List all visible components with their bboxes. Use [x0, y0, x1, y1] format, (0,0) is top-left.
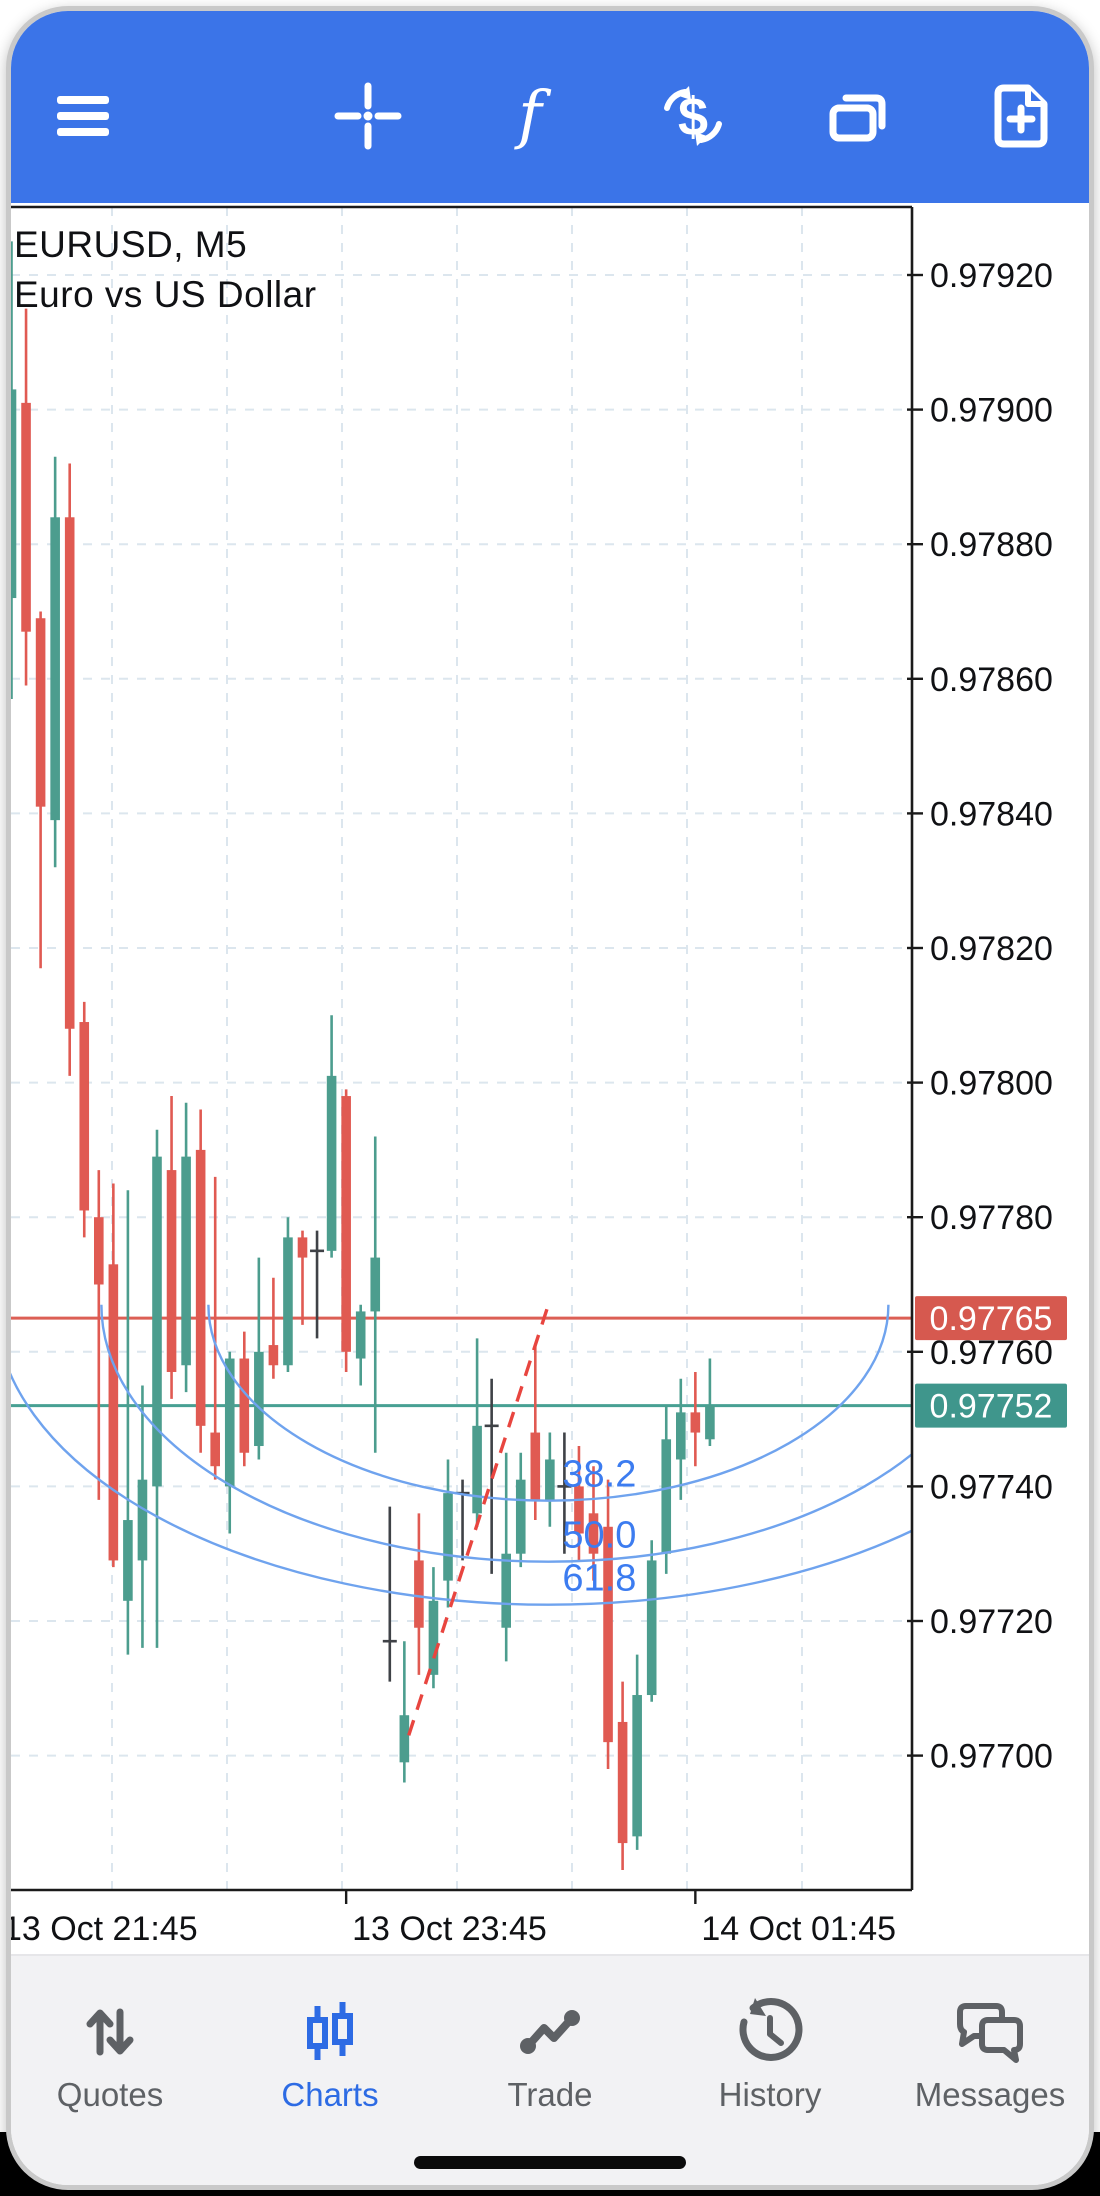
quotes-arrows-icon	[68, 1990, 152, 2074]
svg-text:0.97820: 0.97820	[930, 930, 1053, 968]
top-app-bar: f $	[11, 11, 1089, 203]
chart-windows-button[interactable]	[820, 78, 896, 154]
new-chart-icon	[994, 84, 1048, 148]
nav-label: History	[718, 2076, 822, 2113]
nav-label: Charts	[281, 2076, 379, 2113]
messages-bubbles-icon	[948, 1990, 1032, 2074]
home-indicator[interactable]	[414, 2156, 686, 2169]
price-chart[interactable]: 38.2 50.061.8 0.97920 0.97900 0.97880 0.97860…	[6, 6, 1094, 2190]
nav-item-quotes[interactable]: Quotes	[11, 1956, 220, 2185]
svg-text:0.97740: 0.97740	[930, 1468, 1053, 1506]
candlestick-icon	[288, 1990, 372, 2074]
currency-swap-icon: $	[664, 86, 722, 147]
svg-text:0.97700: 0.97700	[930, 1738, 1053, 1776]
indicators-button[interactable]: f	[492, 78, 568, 154]
bottom-navigation: Quotes Charts	[11, 1954, 1089, 2185]
svg-text:50.0: 50.0	[562, 1515, 636, 1557]
svg-text:0.97880: 0.97880	[930, 526, 1053, 564]
crosshair-button[interactable]	[330, 78, 406, 154]
phone-frame: f $	[6, 6, 1094, 2190]
windows-icon	[829, 94, 886, 142]
svg-text:0.97720: 0.97720	[930, 1603, 1053, 1641]
functions-icon: f	[514, 78, 552, 152]
svg-text:0.97840: 0.97840	[930, 795, 1053, 833]
nav-item-messages[interactable]: Messages	[880, 1956, 1089, 2185]
chart-symbol-title: EURUSD, M5	[14, 224, 248, 265]
nav-label: Quotes	[56, 2076, 164, 2113]
svg-text:13 Oct 21:45: 13 Oct 21:45	[6, 1910, 198, 1948]
nav-item-history[interactable]: History	[660, 1956, 880, 2185]
nav-item-charts[interactable]: Charts	[220, 1956, 440, 2185]
svg-text:13 Oct 23:45: 13 Oct 23:45	[352, 1910, 547, 1948]
nav-label: Trade	[507, 2076, 593, 2113]
svg-text:0.97920: 0.97920	[930, 257, 1053, 295]
svg-text:0.97765: 0.97765	[930, 1300, 1053, 1338]
svg-text:38.2: 38.2	[562, 1454, 636, 1496]
nav-item-trade[interactable]: Trade	[440, 1956, 660, 2185]
crosshair-icon	[334, 82, 402, 150]
svg-text:0.97900: 0.97900	[930, 392, 1053, 430]
svg-text:0.97780: 0.97780	[930, 1199, 1053, 1237]
menu-button[interactable]	[45, 78, 121, 154]
new-chart-button[interactable]	[984, 78, 1060, 154]
svg-text:0.97752: 0.97752	[930, 1388, 1053, 1426]
svg-text:61.8: 61.8	[562, 1558, 636, 1600]
svg-text:0.97860: 0.97860	[930, 661, 1053, 699]
history-clock-icon	[728, 1990, 812, 2074]
menu-icon	[57, 96, 109, 136]
svg-text:0.97800: 0.97800	[930, 1065, 1053, 1103]
nav-label: Messages	[914, 2076, 1066, 2113]
svg-text:14 Oct 01:45: 14 Oct 01:45	[701, 1910, 896, 1948]
one-click-trading-button[interactable]: $	[655, 78, 731, 154]
chart-symbol-subtitle: Euro vs US Dollar	[14, 274, 317, 315]
trade-pulse-icon	[508, 1990, 592, 2074]
